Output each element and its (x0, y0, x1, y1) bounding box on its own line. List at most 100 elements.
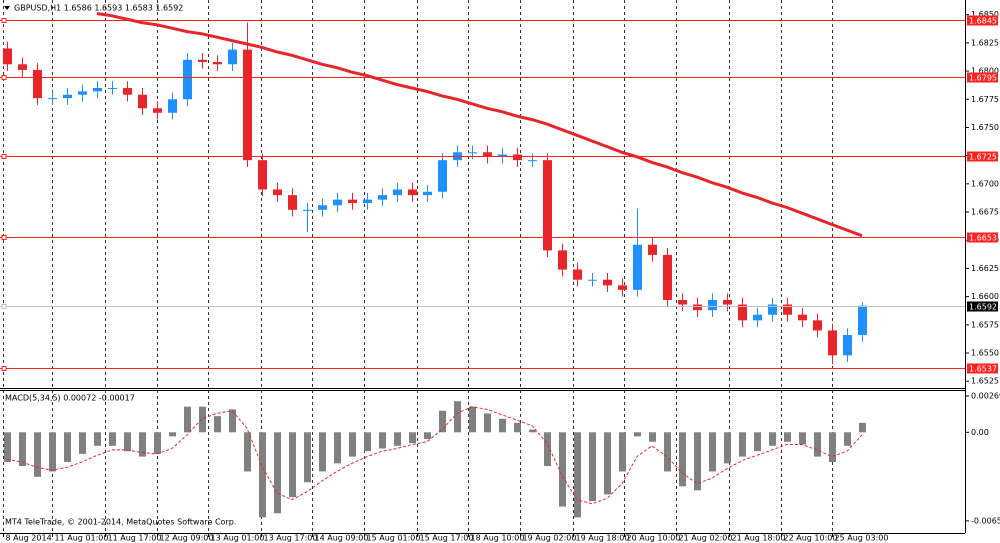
y-tick-label: 0.00 (971, 428, 989, 437)
histogram-bar (364, 432, 371, 452)
histogram-bar (124, 432, 131, 452)
histogram-bar (64, 432, 71, 462)
signal-line (6, 406, 863, 505)
price-level-label: 1.6653 (969, 234, 997, 243)
histogram-bar (619, 432, 626, 472)
histogram-bar (769, 432, 776, 446)
y-tick-label: 1.6775 (971, 95, 999, 104)
y-tick-label: 0.00269 (971, 391, 1000, 400)
y-tick-label: 1.6575 (971, 320, 999, 329)
x-tick-label: 21 Aug 02:00 (679, 534, 733, 543)
candle-body (333, 199, 342, 206)
price-panel (0, 12, 965, 371)
x-tick-label: 13 Aug 01:00 (211, 534, 265, 543)
histogram-bar (319, 432, 326, 472)
histogram-bar (589, 432, 596, 502)
histogram-bar (34, 432, 41, 477)
x-tick-label: 12 Aug 09:00 (160, 534, 214, 543)
candle-body (108, 87, 117, 89)
candle-body (423, 191, 432, 196)
candle-body (393, 189, 402, 196)
histogram-bar (664, 432, 671, 472)
candle-body (168, 99, 177, 113)
histogram-bar (499, 418, 506, 433)
x-tick-label: 14 Aug 09:00 (315, 534, 369, 543)
candle-body (273, 189, 282, 196)
candle-body (633, 244, 642, 290)
level-handle (1, 18, 7, 23)
histogram-bar (184, 406, 191, 433)
histogram-bar (289, 432, 296, 498)
candle-body (663, 254, 672, 301)
histogram-bar (424, 432, 431, 440)
x-tick-label: 19 Aug 18:00 (576, 534, 630, 543)
candle-body (498, 154, 507, 157)
y-tick-label: 1.6625 (971, 264, 999, 273)
x-tick-label: 15 Aug 17:00 (420, 534, 474, 543)
chart-title: GBPUSD,H1 1.6586 1.6593 1.6583 1.6592 (14, 4, 183, 13)
histogram-bar (604, 432, 611, 495)
candle-body (408, 189, 417, 196)
candle-body (708, 300, 717, 311)
y-tick-label: 1.6550 (971, 349, 999, 358)
candle-body (243, 49, 252, 161)
y-tick-label: 1.6700 (971, 179, 999, 188)
candle-body (48, 98, 57, 100)
histogram-bar (79, 432, 86, 454)
x-tick-label: 11 Aug 01:00 (55, 534, 109, 543)
copyright: MT4 TeleTrade, © 2001-2014, MetaQuotes S… (5, 518, 236, 527)
price-level-tag (967, 15, 998, 26)
moving-average (96, 12, 863, 238)
price-level-label: 1.6592 (969, 303, 997, 312)
histogram-bar (649, 432, 656, 442)
candle-body (858, 305, 867, 335)
histogram-bar (469, 406, 476, 433)
candle-body (63, 94, 72, 99)
histogram-bar (409, 432, 416, 444)
histogram-bar (754, 432, 761, 452)
histogram-bar (214, 416, 221, 433)
macd-panel (4, 401, 866, 518)
histogram-bar (694, 432, 701, 491)
candle-body (33, 69, 42, 99)
x-tick-label: 20 Aug 10:00 (627, 534, 681, 543)
y-tick-label: 1.6825 (971, 38, 999, 47)
histogram-bar (709, 432, 716, 472)
candle-body (693, 304, 702, 311)
histogram-bar (634, 432, 641, 437)
x-tick-label: 15 Aug 01:00 (367, 534, 421, 543)
x-tick-label: 11 Aug 17:00 (108, 534, 162, 543)
candle-body (558, 250, 567, 270)
candle-body (618, 285, 627, 290)
candle-body (588, 279, 597, 281)
y-tick-label: 1.6525 (971, 377, 999, 386)
candle-body (378, 195, 387, 200)
price-level-tag (967, 151, 998, 162)
histogram-bar (199, 406, 206, 433)
price-level-label: 1.6537 (969, 365, 997, 374)
candle-body (468, 152, 477, 154)
histogram-bar (394, 432, 401, 446)
candle-body (768, 304, 777, 315)
level-handle (1, 154, 7, 159)
indicator-title: MACD(5,34,5) 0.00072 -0.00017 (5, 394, 135, 403)
histogram-bar (229, 409, 236, 433)
candle-body (213, 62, 222, 65)
x-tick-label: 8 Aug 2014 (6, 534, 52, 543)
level-handle (1, 235, 7, 240)
y-tick-label: -0.00656 (971, 516, 1000, 525)
histogram-bar (559, 432, 566, 507)
histogram-bar (799, 432, 806, 445)
candle-body (843, 334, 852, 356)
histogram-bar (109, 432, 116, 446)
candle-body (78, 91, 87, 95)
x-tick-label: 21 Aug 18:00 (732, 534, 786, 543)
price-level-tag (967, 363, 998, 374)
candle-body (228, 49, 237, 65)
candle-body (648, 244, 657, 255)
histogram-bar (454, 401, 461, 433)
candle-body (183, 59, 192, 100)
candle-body (363, 199, 372, 204)
x-tick-label: 18 Aug 10:00 (471, 534, 525, 543)
